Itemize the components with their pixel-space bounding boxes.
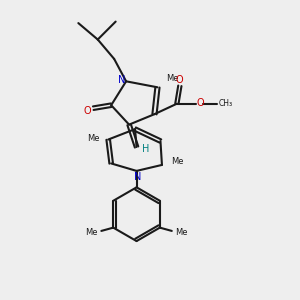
- Text: Me: Me: [171, 158, 183, 166]
- Text: Me: Me: [85, 228, 98, 237]
- Text: Me: Me: [176, 228, 188, 237]
- Text: CH₃: CH₃: [218, 99, 233, 108]
- Text: N: N: [118, 75, 125, 85]
- Text: O: O: [83, 106, 91, 116]
- Text: N: N: [134, 172, 142, 182]
- Text: O: O: [176, 75, 183, 85]
- Text: O: O: [196, 98, 204, 108]
- Text: H: H: [142, 143, 149, 154]
- Text: Me: Me: [87, 134, 100, 142]
- Text: Me: Me: [166, 74, 178, 83]
